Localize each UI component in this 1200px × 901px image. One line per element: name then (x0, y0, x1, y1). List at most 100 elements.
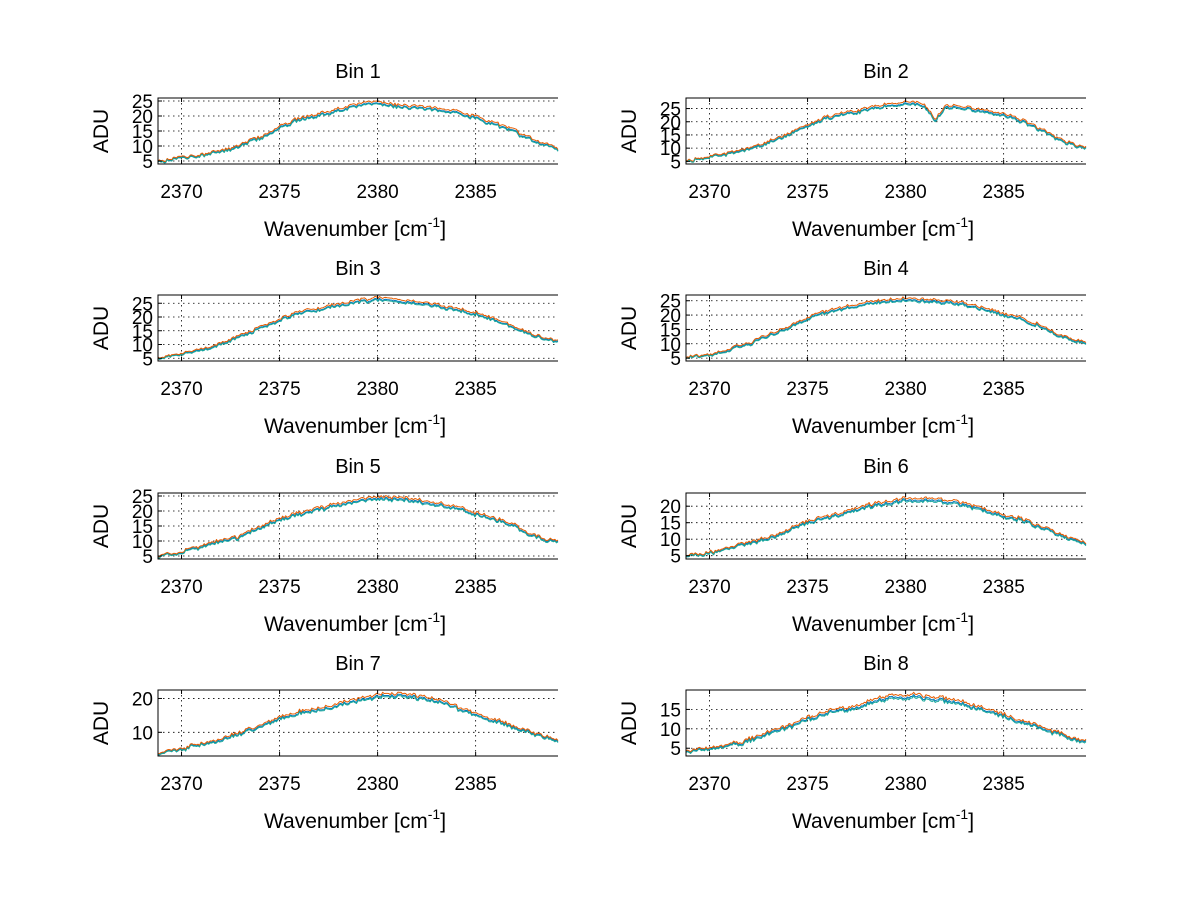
x-tick-label: 2375 (786, 577, 828, 598)
x-tick-label: 2375 (786, 379, 828, 400)
x-axis-label: Wavenumber [cm-1] (264, 609, 446, 636)
spectrum-series-1 (685, 694, 1087, 754)
x-tick-label: 2370 (688, 379, 730, 400)
spectrum-series-1 (157, 297, 559, 360)
y-tick-label: 20 (132, 689, 153, 710)
subplot-title: Bin 3 (335, 258, 381, 280)
x-tick-label: 2370 (688, 577, 730, 598)
axes-frame (157, 294, 558, 362)
y-tick-label: 10 (660, 335, 681, 356)
y-axis-label: ADU (90, 109, 113, 153)
x-tick-label: 2375 (258, 774, 300, 795)
x-tick-label: 2385 (455, 774, 497, 795)
axes-frame (685, 97, 1086, 165)
x-tick-label: 2380 (356, 577, 398, 598)
x-tick-label: 2375 (258, 379, 300, 400)
spectrum-series-1 (685, 498, 1087, 557)
spectrum-series-1 (685, 102, 1087, 163)
axes-frame (685, 294, 1086, 362)
axes-frame (157, 689, 558, 757)
spectrum-series-2 (685, 496, 1087, 556)
x-tick-label: 2375 (786, 182, 828, 203)
spectrum-series-3 (157, 498, 559, 559)
x-tick-label: 2370 (160, 577, 202, 598)
spectrum-series-1 (685, 298, 1087, 359)
y-tick-label: 15 (660, 514, 681, 535)
y-tick-label: 15 (132, 517, 153, 538)
y-axis-label: ADU (618, 306, 641, 350)
axes-frame (685, 689, 1086, 757)
y-tick-label: 5 (142, 349, 153, 370)
x-tick-label: 2370 (160, 379, 202, 400)
x-axis-label: Wavenumber [cm-1] (264, 411, 446, 438)
spectrum-series-2 (685, 691, 1087, 753)
y-axis-label: ADU (618, 701, 641, 745)
spectrum-series-2 (157, 296, 559, 359)
y-tick-label: 25 (132, 487, 153, 508)
y-axis-label: ADU (618, 109, 641, 153)
x-tick-label: 2370 (160, 182, 202, 203)
y-tick-label: 5 (142, 547, 153, 568)
x-axis-label: Wavenumber [cm-1] (792, 806, 974, 833)
subplot-title: Bin 8 (863, 653, 909, 675)
x-tick-label: 2375 (258, 182, 300, 203)
y-tick-label: 10 (132, 137, 153, 158)
x-tick-label: 2385 (983, 774, 1025, 795)
spectrum-series-3 (685, 695, 1087, 754)
x-tick-label: 2385 (455, 182, 497, 203)
spectrum-series-2 (157, 495, 559, 558)
spectrum-series-3 (685, 299, 1087, 360)
x-tick-label: 2380 (356, 379, 398, 400)
x-axis-label: Wavenumber [cm-1] (264, 214, 446, 241)
x-tick-label: 2385 (983, 379, 1025, 400)
x-tick-label: 2370 (688, 182, 730, 203)
y-tick-label: 25 (660, 100, 681, 121)
spectrum-series-1 (157, 693, 559, 755)
y-tick-label: 25 (660, 292, 681, 313)
x-axis-label: Wavenumber [cm-1] (792, 214, 974, 241)
spectrum-series-3 (685, 499, 1087, 558)
spectrum-series-3 (157, 299, 559, 360)
x-tick-label: 2370 (688, 774, 730, 795)
subplot-title: Bin 2 (863, 61, 909, 83)
y-tick-label: 5 (670, 739, 681, 760)
axes-frame (685, 492, 1086, 560)
y-tick-label: 15 (132, 122, 153, 143)
y-tick-label: 5 (142, 152, 153, 173)
spectrum-series-1 (157, 496, 559, 559)
x-tick-label: 2385 (983, 577, 1025, 598)
x-tick-label: 2380 (884, 379, 926, 400)
y-tick-label: 20 (660, 306, 681, 327)
y-axis-label: ADU (90, 701, 113, 745)
y-tick-label: 5 (670, 152, 681, 173)
y-tick-label: 10 (660, 530, 681, 551)
y-tick-label: 15 (660, 126, 681, 147)
x-axis-label: Wavenumber [cm-1] (792, 411, 974, 438)
y-axis-label: ADU (618, 504, 641, 548)
subplot-title: Bin 5 (335, 456, 381, 478)
x-tick-label: 2370 (160, 774, 202, 795)
y-tick-label: 10 (132, 532, 153, 553)
y-tick-label: 10 (132, 336, 153, 357)
y-tick-label: 5 (670, 349, 681, 370)
y-tick-label: 15 (660, 320, 681, 341)
y-tick-label: 20 (132, 107, 153, 128)
spectrum-series-2 (157, 100, 559, 163)
subplot-title: Bin 6 (863, 456, 909, 478)
y-axis-label: ADU (90, 306, 113, 350)
x-tick-label: 2380 (356, 774, 398, 795)
spectrum-series-2 (158, 691, 559, 755)
y-tick-label: 20 (132, 502, 153, 523)
x-axis-label: Wavenumber [cm-1] (792, 609, 974, 636)
y-tick-label: 25 (132, 92, 153, 113)
y-tick-label: 10 (132, 723, 153, 744)
x-tick-label: 2385 (455, 577, 497, 598)
x-tick-label: 2380 (884, 774, 926, 795)
spectrum-series-3 (158, 695, 559, 756)
spectrum-series-1 (157, 102, 559, 163)
